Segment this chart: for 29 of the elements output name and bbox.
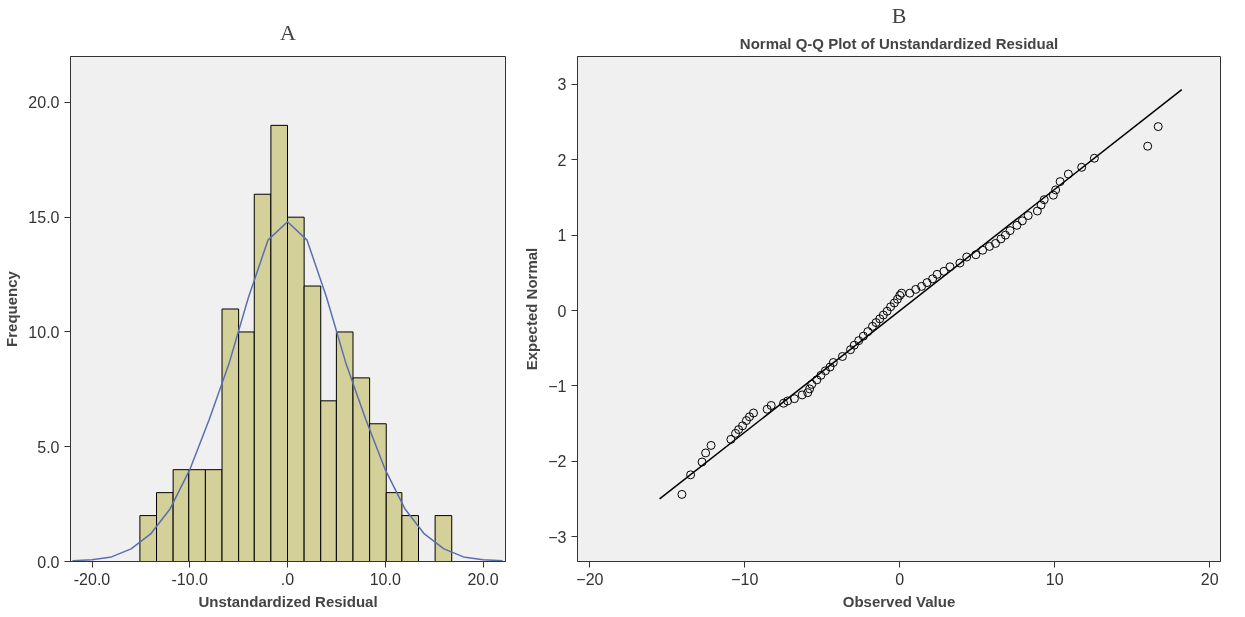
x-tick-label: 20 (1200, 570, 1219, 588)
x-tick-label: -10.0 (171, 570, 209, 588)
x-tick-label: 10.0 (369, 570, 401, 588)
x-tick-label: -20.0 (73, 570, 111, 588)
y-tick-label: 0.0 (37, 553, 60, 571)
y-tick-label: 15.0 (28, 209, 60, 227)
x-axis-title: Observed Value (842, 592, 956, 610)
y-tick-label: 10.0 (28, 323, 60, 341)
chart-title: A (280, 19, 297, 45)
chart-title: B (891, 2, 907, 28)
y-tick-label: −3 (548, 528, 567, 546)
x-tick-label: −10 (731, 570, 759, 588)
y-tick-label: 3 (557, 76, 567, 94)
x-tick-label: .0 (280, 570, 295, 588)
x-tick-label: 10 (1045, 570, 1064, 588)
x-axis-title: Unstandardized Residual (198, 592, 378, 610)
y-tick-label: 1 (557, 227, 567, 245)
y-tick-label: 5.0 (37, 438, 60, 456)
x-tick-label: −20 (576, 570, 604, 588)
y-axis-title: Expected Normal (523, 247, 541, 371)
y-axis-title: Frequency (3, 270, 21, 347)
y-tick-label: 20.0 (28, 94, 60, 112)
y-tick-label: 2 (557, 151, 567, 169)
x-tick-label: 20.0 (467, 570, 499, 588)
y-tick-label: −1 (548, 377, 567, 395)
chart-subtitle: Normal Q-Q Plot of Unstandardized Residual (739, 34, 1059, 52)
x-tick-label: 0 (895, 570, 905, 588)
y-tick-label: −2 (548, 453, 567, 471)
y-tick-label: 0 (557, 302, 567, 320)
